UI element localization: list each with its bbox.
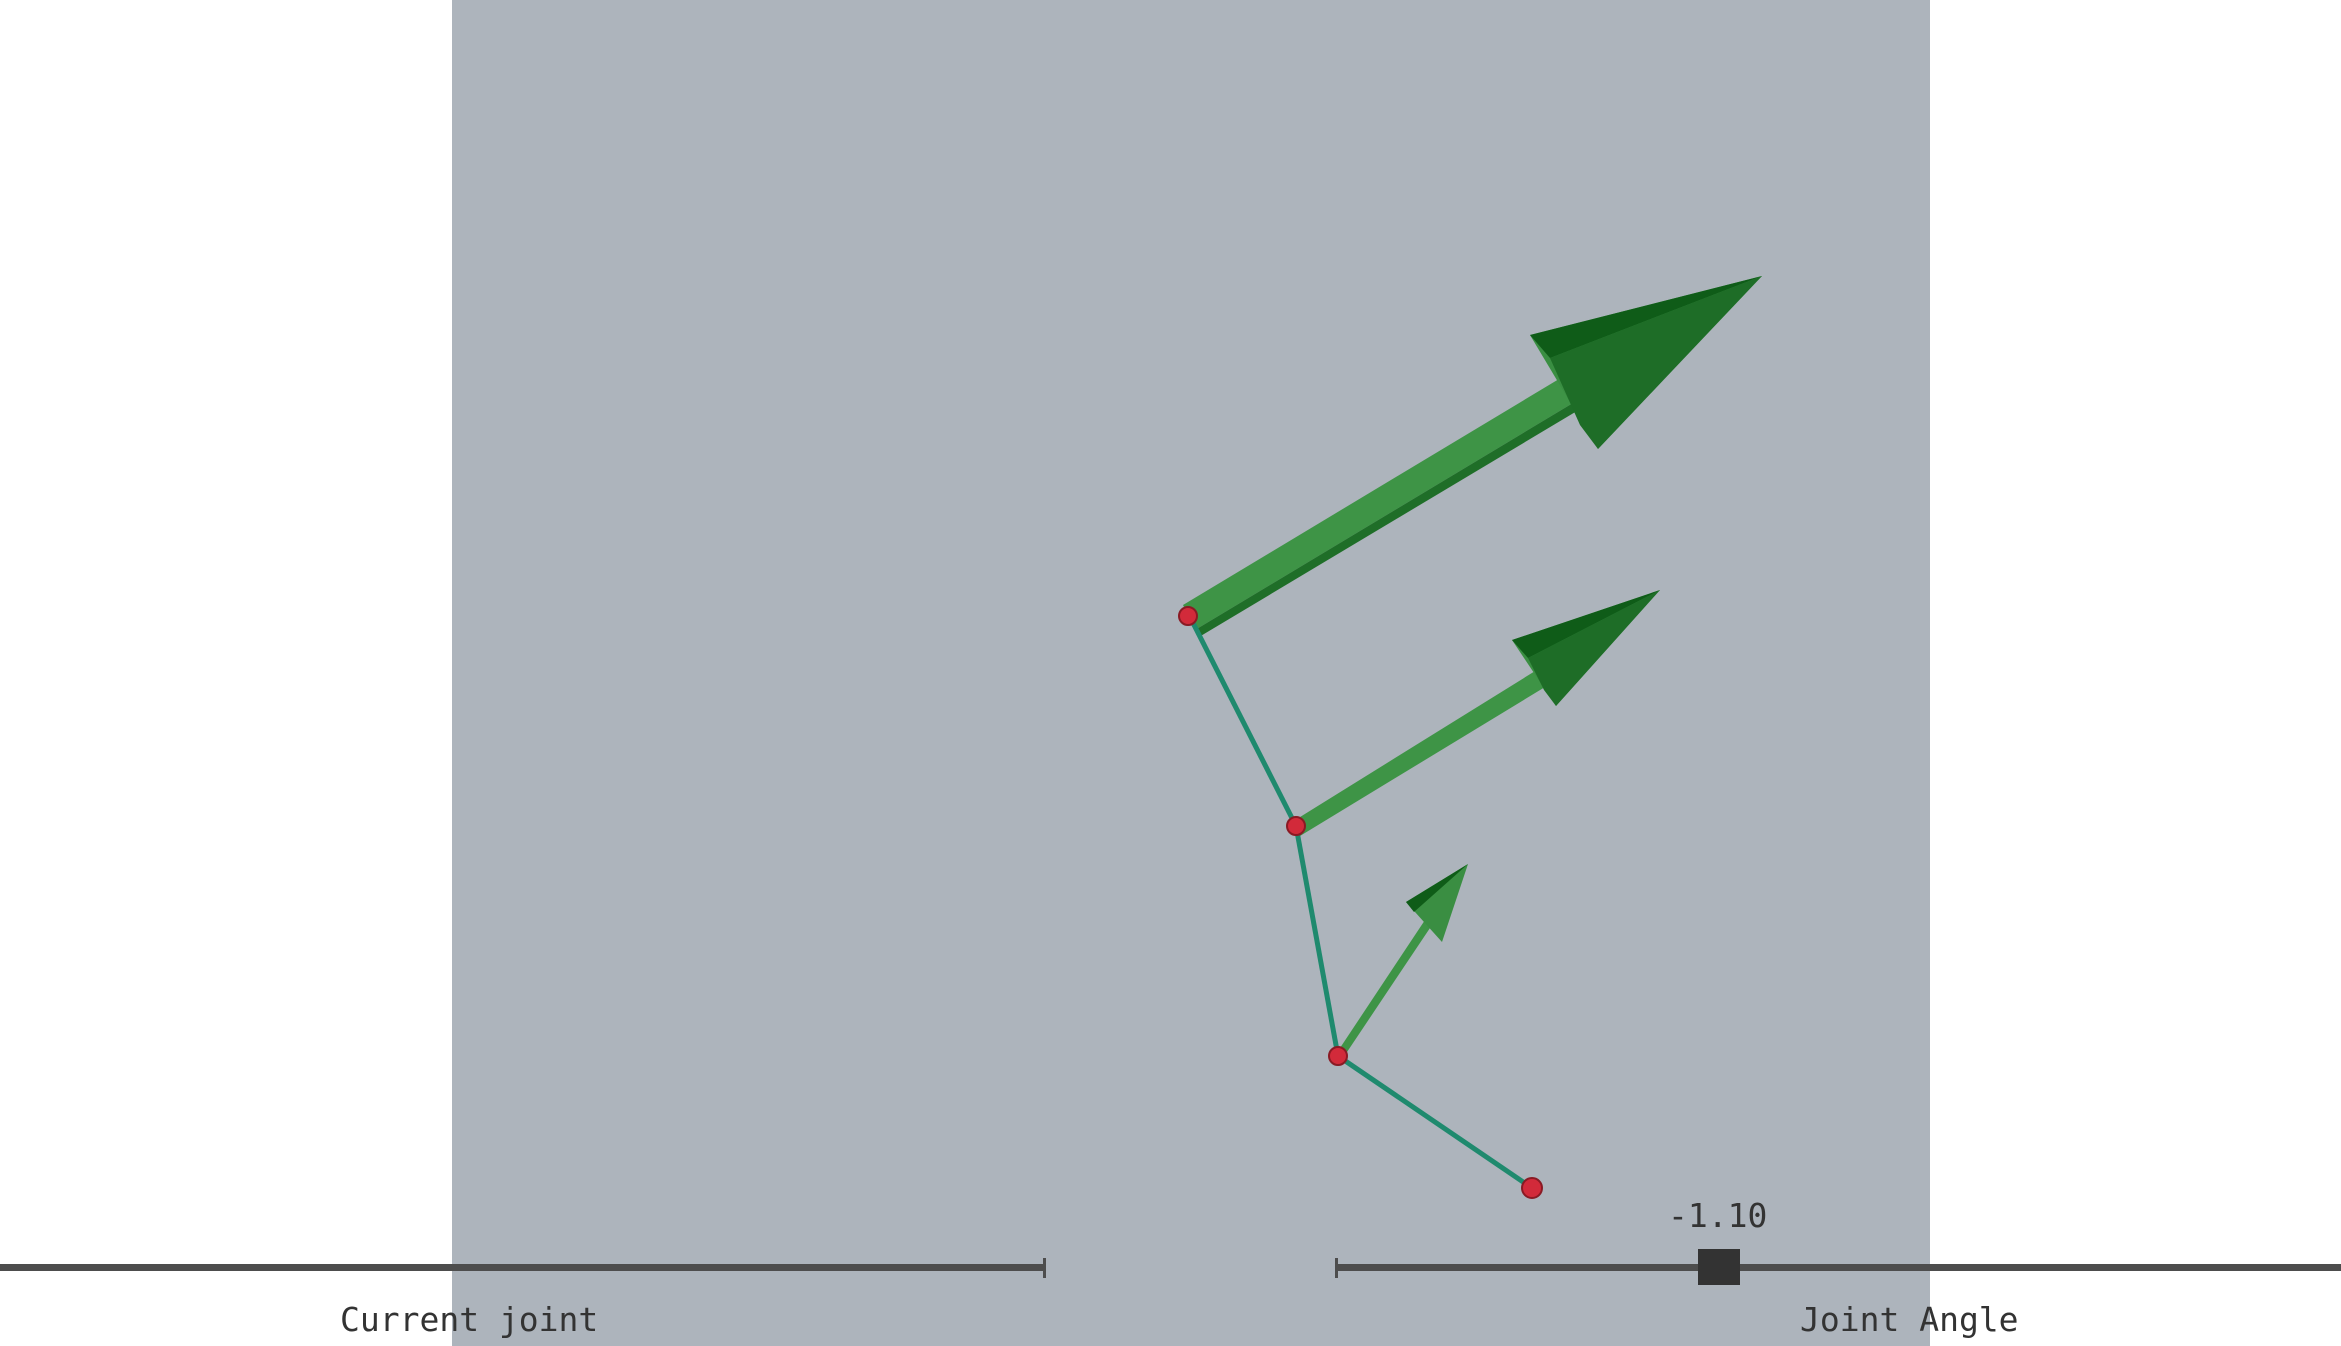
current-joint-slider-end-tick [1043,1258,1046,1278]
link-segment [1187,615,1299,828]
arm-joints [1178,606,1543,1199]
joint-angle-slider-track[interactable] [1336,1264,2341,1271]
arrow-head-dark-lower [1528,590,1660,706]
joint-sphere [1328,1046,1348,1066]
current-joint-label: Current joint [340,1300,599,1339]
joint-angle-slider-thumb[interactable] [1698,1249,1740,1285]
arrow-shaft [1336,920,1432,1058]
arrow-head-dark-lower [1550,276,1762,449]
3d-viewport[interactable] [452,0,1930,1346]
joint-sphere [1286,816,1306,836]
joint-angle-label: Joint Angle [1800,1300,2019,1339]
arrow-shaft [1183,376,1578,630]
arrow-head-dark [1512,590,1660,658]
force-arrow-small [1336,864,1468,1058]
current-joint-slider-track[interactable] [0,1264,1046,1271]
joint-angle-slider-start-tick [1335,1258,1338,1278]
arm-links [1187,615,1534,1191]
joint-angle-value: -1.10 [1668,1196,1768,1235]
force-arrow-large [1183,276,1762,637]
arrow-head [1406,864,1468,942]
arrow-shaft-edge [1195,400,1582,637]
arrow-shaft [1292,668,1550,836]
arrow-head-dark [1530,276,1762,358]
joint-sphere [1521,1177,1543,1199]
arrow-head-dark [1406,864,1468,912]
link-segment [1336,1053,1534,1191]
force-arrow-medium [1292,590,1660,836]
link-segment [1293,825,1341,1057]
joint-sphere [1178,606,1198,626]
